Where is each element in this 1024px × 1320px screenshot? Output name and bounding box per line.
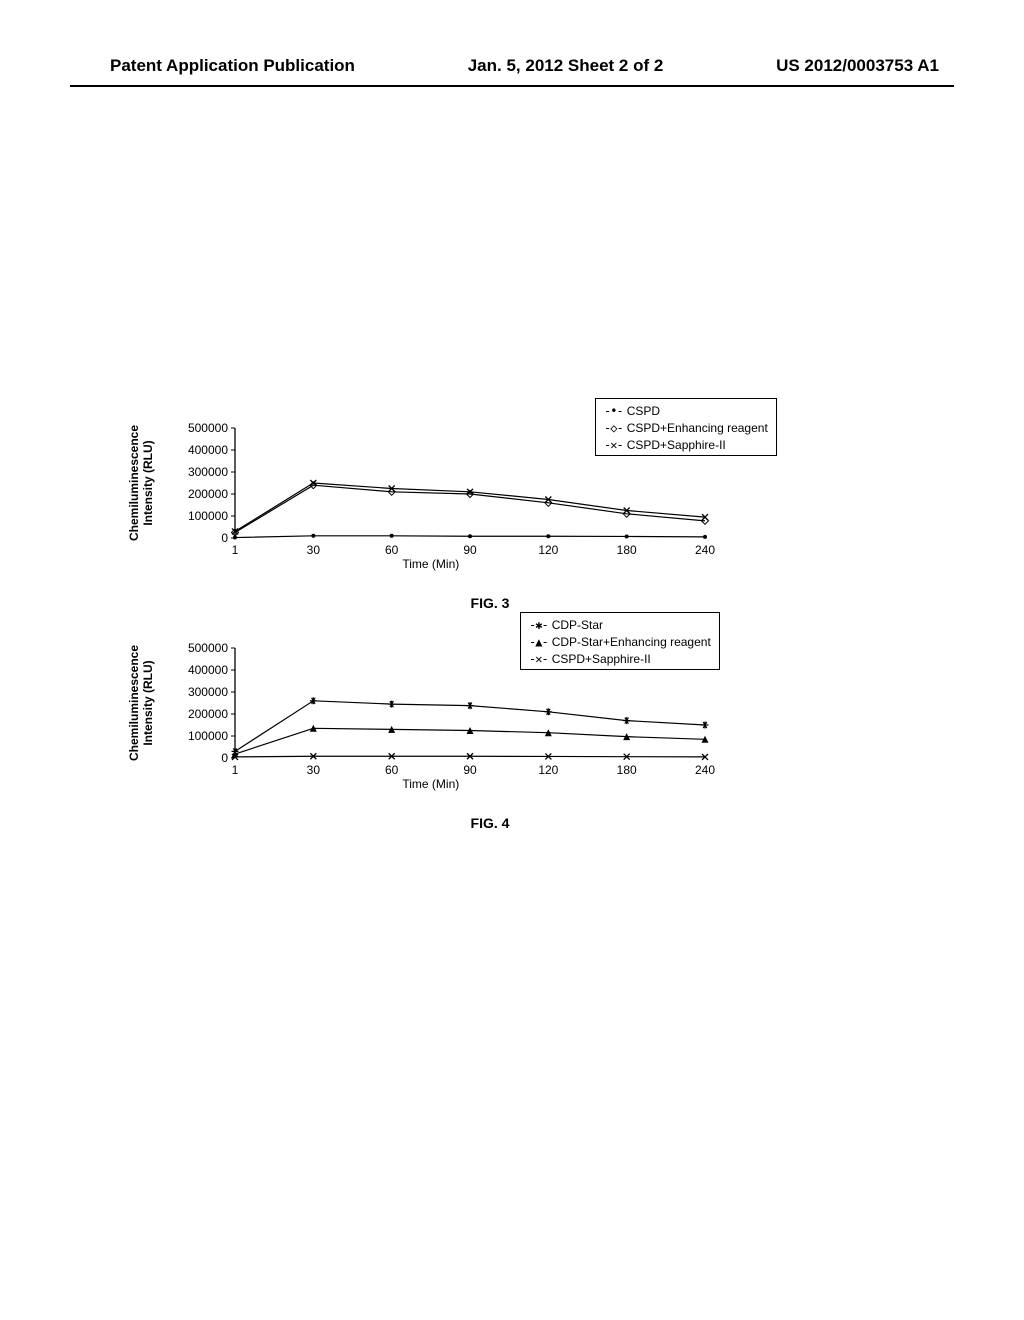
- svg-text:60: 60: [385, 763, 399, 777]
- svg-text:30: 30: [307, 543, 321, 557]
- svg-text:1: 1: [232, 763, 239, 777]
- svg-text:500000: 500000: [188, 641, 228, 655]
- legend-item: -•-CSPD: [604, 403, 768, 420]
- figure-4-caption: FIG. 4: [255, 815, 725, 831]
- svg-text:180: 180: [617, 543, 637, 557]
- legend-item: -◇-CSPD+Enhancing reagent: [604, 420, 768, 437]
- legend-marker-icon: -▲-: [529, 634, 548, 651]
- figure-3-legend: -•-CSPD-◇-CSPD+Enhancing reagent-✕-CSPD+…: [595, 398, 777, 456]
- legend-marker-icon: -✕-: [529, 651, 548, 668]
- svg-text:Time (Min): Time (Min): [402, 557, 459, 571]
- svg-text:120: 120: [538, 763, 558, 777]
- svg-text:Chemiluminescence: Chemiluminescence: [127, 425, 141, 541]
- legend-marker-icon: -◇-: [604, 420, 623, 437]
- header-left: Patent Application Publication: [0, 56, 355, 76]
- svg-text:200000: 200000: [188, 707, 228, 721]
- svg-text:Time (Min): Time (Min): [402, 777, 459, 791]
- svg-text:100000: 100000: [188, 729, 228, 743]
- legend-label: CDP-Star+Enhancing reagent: [552, 634, 711, 651]
- svg-text:Intensity (RLU): Intensity (RLU): [141, 440, 155, 525]
- figure-4: 0 100000 200000 300000 400000 500000 1 30 60 90 12…: [120, 640, 725, 831]
- figure-3: 0 100000 200000 300000 400000 500000 1 30 60 90 12…: [120, 420, 725, 611]
- svg-text:0: 0: [221, 531, 228, 545]
- legend-label: CDP-Star: [552, 617, 603, 634]
- svg-text:500000: 500000: [188, 421, 228, 435]
- svg-text:Chemiluminescence: Chemiluminescence: [127, 645, 141, 761]
- svg-text:240: 240: [695, 763, 715, 777]
- svg-text:60: 60: [385, 543, 399, 557]
- legend-item: -▲-CDP-Star+Enhancing reagent: [529, 634, 711, 651]
- svg-text:180: 180: [617, 763, 637, 777]
- legend-item: -✕-CSPD+Sapphire-II: [604, 437, 768, 454]
- svg-text:240: 240: [695, 543, 715, 557]
- legend-label: CSPD+Enhancing reagent: [627, 420, 768, 437]
- svg-text:0: 0: [221, 751, 228, 765]
- legend-marker-icon: -✕-: [604, 437, 623, 454]
- figure-3-chart-wrap: 0 100000 200000 300000 400000 500000 1 30 60 90 12…: [120, 420, 725, 573]
- svg-text:300000: 300000: [188, 465, 228, 479]
- svg-text:30: 30: [307, 763, 321, 777]
- figure-4-chart-wrap: 0 100000 200000 300000 400000 500000 1 30 60 90 12…: [120, 640, 725, 793]
- svg-text:400000: 400000: [188, 443, 228, 457]
- header-rule: [70, 85, 954, 87]
- legend-label: CSPD+Sapphire-II: [627, 437, 726, 454]
- header-right: US 2012/0003753 A1: [776, 56, 1024, 76]
- svg-text:200000: 200000: [188, 487, 228, 501]
- legend-marker-icon: -•-: [604, 403, 623, 420]
- legend-label: CSPD: [627, 403, 660, 420]
- page: Patent Application Publication Jan. 5, 2…: [0, 0, 1024, 1320]
- svg-text:300000: 300000: [188, 685, 228, 699]
- legend-marker-icon: -✱-: [529, 617, 548, 634]
- svg-text:90: 90: [463, 543, 477, 557]
- svg-text:400000: 400000: [188, 663, 228, 677]
- figure-4-legend: -✱-CDP-Star-▲-CDP-Star+Enhancing reagent…: [520, 612, 720, 670]
- legend-item: -✕-CSPD+Sapphire-II: [529, 651, 711, 668]
- legend-label: CSPD+Sapphire-II: [552, 651, 651, 668]
- svg-text:90: 90: [463, 763, 477, 777]
- legend-item: -✱-CDP-Star: [529, 617, 711, 634]
- svg-text:100000: 100000: [188, 509, 228, 523]
- figure-3-caption: FIG. 3: [255, 595, 725, 611]
- svg-text:Intensity (RLU): Intensity (RLU): [141, 660, 155, 745]
- header-center: Jan. 5, 2012 Sheet 2 of 2: [468, 56, 664, 76]
- svg-text:120: 120: [538, 543, 558, 557]
- svg-text:1: 1: [232, 543, 239, 557]
- page-header: Patent Application Publication Jan. 5, 2…: [0, 56, 1024, 76]
